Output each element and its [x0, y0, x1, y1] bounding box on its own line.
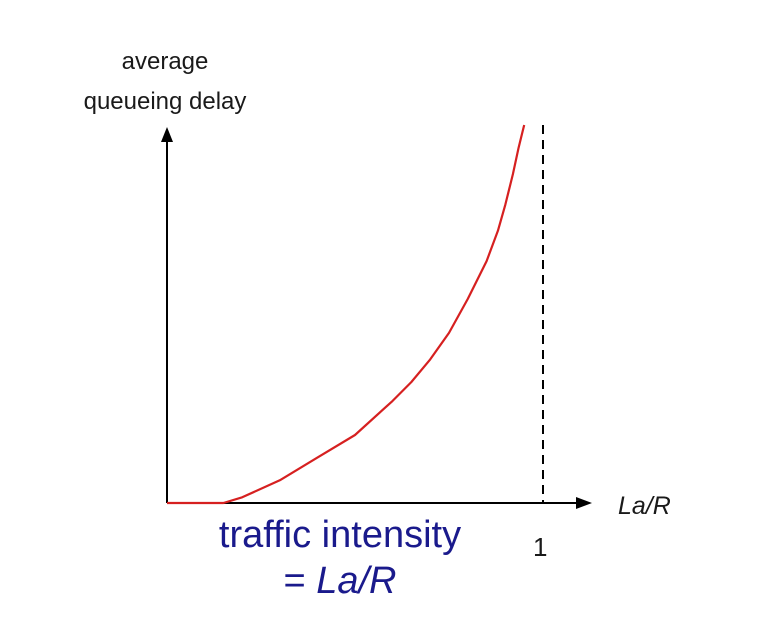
axes	[161, 127, 592, 509]
annotation-line-2: = La/R	[180, 558, 500, 604]
traffic-intensity-annotation: traffic intensity = La/R	[180, 512, 500, 604]
y-axis-label: average queueing delay	[40, 42, 290, 122]
delay-curve	[167, 124, 526, 505]
x-axis-label: La/R	[618, 492, 671, 520]
y-axis-label-line-1: average	[121, 48, 209, 75]
x-axis-arrowhead	[576, 497, 592, 509]
annotation-equals: =	[283, 560, 317, 602]
x-tick-label-1: 1	[533, 532, 548, 562]
y-axis-label-line-2: queueing delay	[83, 88, 247, 115]
delay-curve-line	[167, 124, 526, 505]
annotation-line-1: traffic intensity	[218, 514, 462, 556]
annotation-formula: La/R	[316, 560, 397, 602]
y-axis-arrowhead	[161, 127, 173, 142]
